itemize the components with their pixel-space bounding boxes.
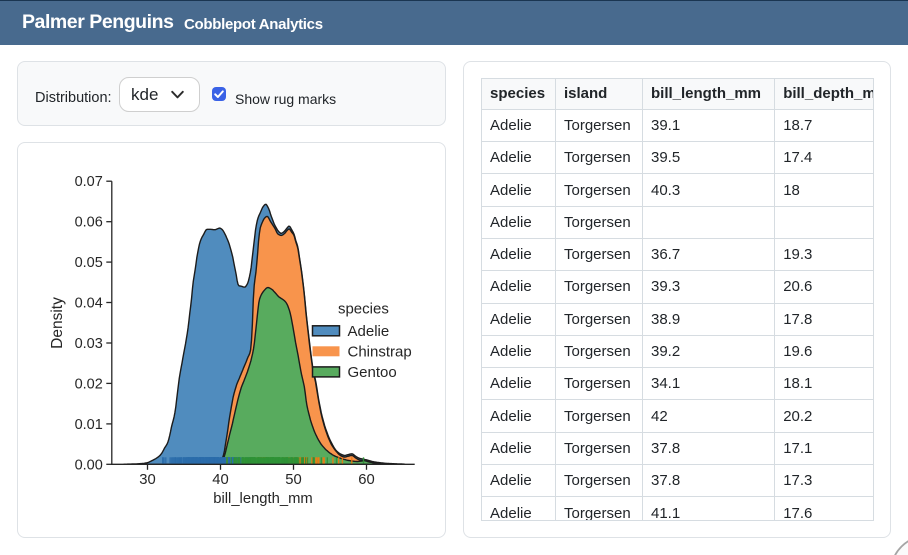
svg-text:0.01: 0.01 <box>75 417 103 433</box>
svg-text:Gentoo: Gentoo <box>348 364 397 381</box>
svg-text:0.04: 0.04 <box>75 296 103 312</box>
svg-text:60: 60 <box>358 472 374 488</box>
svg-text:Density: Density <box>49 297 66 349</box>
svg-text:bill_length_mm: bill_length_mm <box>213 491 313 507</box>
svg-text:0.02: 0.02 <box>75 376 103 392</box>
svg-text:Chinstrap: Chinstrap <box>348 344 412 361</box>
svg-text:30: 30 <box>139 472 155 488</box>
svg-text:0.07: 0.07 <box>75 174 103 190</box>
svg-text:0.03: 0.03 <box>75 336 103 352</box>
svg-text:0.05: 0.05 <box>75 255 103 271</box>
svg-text:0.06: 0.06 <box>75 215 103 231</box>
svg-text:0.00: 0.00 <box>75 457 103 473</box>
svg-text:40: 40 <box>212 472 228 488</box>
svg-text:species: species <box>338 301 389 318</box>
svg-text:Adelie: Adelie <box>348 323 390 340</box>
svg-text:50: 50 <box>285 472 301 488</box>
